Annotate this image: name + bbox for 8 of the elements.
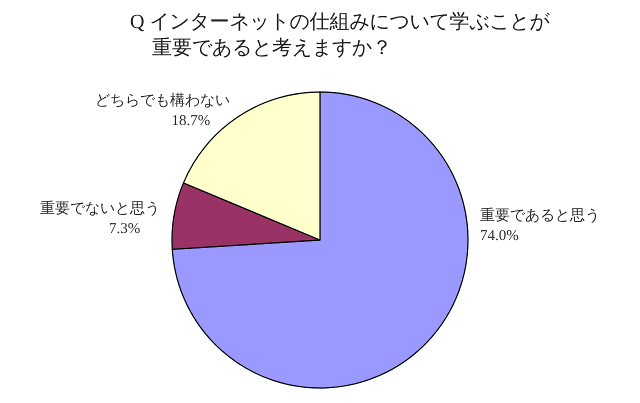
pie-slice: [172, 91, 469, 388]
slice-label: 重要でないと思う: [40, 200, 160, 218]
slice-label: どちらでも構わない: [95, 92, 230, 110]
chart-title: Q インターネットの仕組みについて学ぶことが重要であると考えますか？: [130, 11, 550, 59]
slice-label: 重要であると思う: [480, 207, 600, 224]
data-label: 74.0%: [480, 228, 519, 244]
data-label: 18.7%: [171, 113, 210, 130]
data-label: 7.3%: [108, 221, 140, 238]
